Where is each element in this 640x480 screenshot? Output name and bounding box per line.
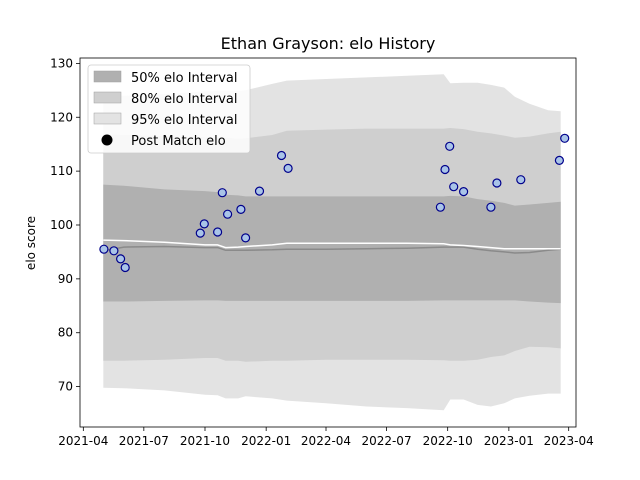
- x-tick-label: 2023-04: [544, 434, 594, 448]
- post-match-point: [459, 187, 469, 197]
- legend-label: Post Match elo: [131, 134, 226, 149]
- x-tick-label: 2022-10: [423, 434, 473, 448]
- white-elo-line: [103, 239, 561, 250]
- post-match-point: [236, 204, 246, 214]
- post-match-point: [213, 227, 223, 237]
- x-tick-label: 2021-10: [180, 434, 230, 448]
- chart-title: Ethan Grayson: elo History: [221, 34, 436, 53]
- post-match-point: [516, 175, 526, 185]
- y-tick-label: 100: [50, 218, 73, 232]
- post-match-point: [449, 182, 459, 192]
- legend-marker: [101, 134, 113, 146]
- post-match-point: [195, 228, 205, 238]
- legend-label: 95% elo Interval: [131, 113, 238, 128]
- y-axis-label: elo score: [24, 216, 38, 270]
- y-tick-label: 120: [50, 110, 73, 124]
- post-match-point: [241, 233, 251, 243]
- post-match-point: [99, 244, 109, 254]
- x-tick-label: 2021-04: [58, 434, 108, 448]
- axes: 2021-04 2021-07 2021-10 2022-01 2022-04 2022-…: [50, 56, 594, 448]
- post-match-point: [254, 186, 265, 196]
- legend-swatch: [93, 91, 122, 104]
- legend-label: 80% elo Interval: [131, 92, 238, 107]
- post-match-point: [435, 202, 445, 212]
- post-match-point: [115, 254, 126, 264]
- y-tick-label: 90: [58, 272, 73, 286]
- legend-label: 50% elo Interval: [131, 71, 238, 86]
- post-match-point: [217, 188, 227, 198]
- legend-box: [87, 64, 251, 154]
- post-match-point: [109, 246, 119, 256]
- post-match-point: [560, 133, 570, 143]
- post-match-point: [223, 209, 233, 219]
- x-tick-label: 2022-07: [361, 434, 411, 448]
- y-tick-label: 70: [58, 380, 73, 394]
- legend-swatch: [93, 112, 122, 125]
- legend-swatch: [93, 70, 122, 83]
- post-match-point: [554, 155, 565, 165]
- plot-area: [99, 74, 570, 411]
- axes-frame: [79, 57, 577, 428]
- post-match-point: [445, 141, 455, 151]
- y-tick-label: 80: [58, 326, 73, 340]
- post-match-point: [120, 262, 130, 273]
- x-tick-label: 2022-04: [301, 434, 351, 448]
- legend: 50% elo Interval 80% elo Interval 95% elo …: [87, 64, 251, 154]
- x-tick-label: 2023-01: [484, 434, 534, 448]
- x-tick-label: 2022-01: [241, 434, 291, 448]
- post-match-point: [486, 202, 496, 212]
- y-tick-label: 130: [50, 56, 73, 70]
- mean-elo-line: [103, 245, 561, 254]
- y-tick-label: 110: [50, 164, 73, 178]
- post-match-point: [283, 163, 293, 173]
- x-tick-label: 2021-07: [119, 434, 169, 448]
- post-match-point: [276, 150, 287, 161]
- post-match-point: [492, 178, 502, 188]
- post-match-point: [440, 164, 450, 175]
- post-match-point: [199, 219, 209, 229]
